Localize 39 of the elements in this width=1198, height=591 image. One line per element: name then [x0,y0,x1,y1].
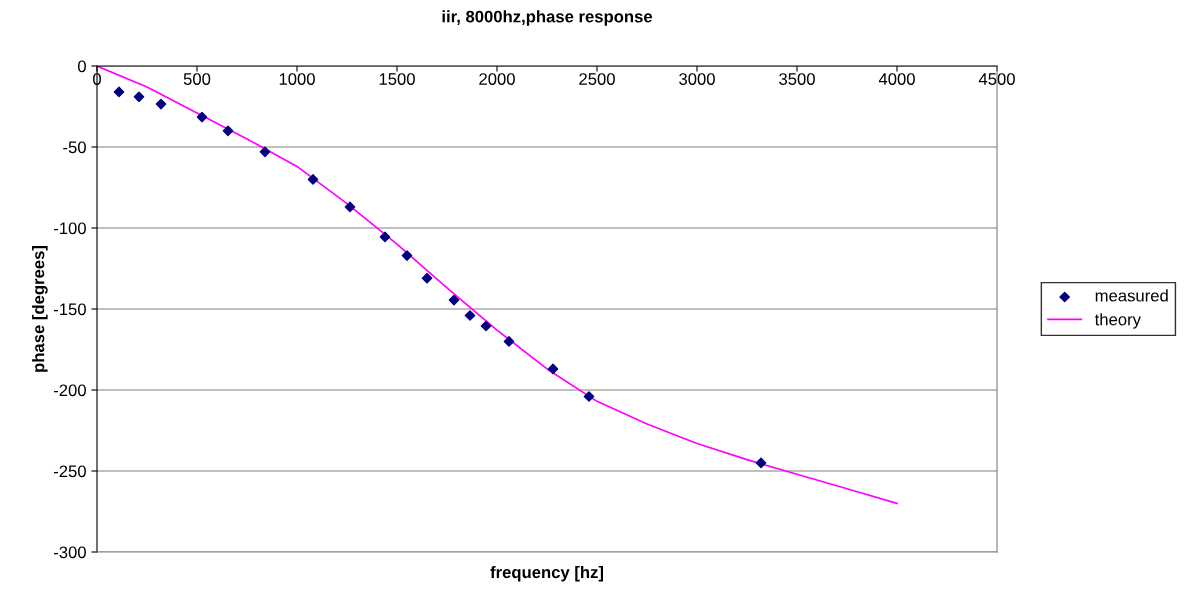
x-axis-title: frequency [hz] [490,565,604,582]
point [113,86,125,98]
point [259,146,271,158]
point [133,91,145,103]
point [480,320,492,332]
y-tick-label: -250 [53,465,86,478]
point [196,111,208,123]
chart-title: iir, 8000hz,phase response [442,10,653,26]
point [583,391,595,402]
point [464,310,476,321]
x-tick-label: 1000 [279,73,315,85]
x-tick-label: 3500 [779,73,815,85]
x-tick-label: 4000 [878,73,915,85]
x-tick-label: 2500 [579,73,615,85]
x-tick-label: 1500 [379,73,415,85]
x-tick-label: 4500 [978,73,1015,85]
legend-label: theory [1094,313,1141,329]
point [155,98,167,110]
point [222,125,234,137]
point [448,294,460,306]
y-tick-label: -100 [53,222,86,235]
point [307,174,319,185]
point [421,272,433,284]
point [503,336,515,347]
y-tick-label: -300 [53,546,86,559]
point [344,201,356,213]
point [547,363,559,375]
x-tick-label: 2000 [479,73,515,85]
legend-label: measured [1095,289,1168,302]
y-tick-label: -200 [53,384,86,397]
y-tick-label: -50 [63,141,86,154]
point [755,457,767,469]
x-tick-label: 500 [183,73,211,85]
y-axis-title: phase [degrees] [32,246,48,372]
y-tick-label: -150 [53,303,86,316]
point [379,231,391,243]
y-tick-label: 0 [77,60,86,73]
point [401,250,413,261]
x-tick-label: 3000 [679,73,715,85]
